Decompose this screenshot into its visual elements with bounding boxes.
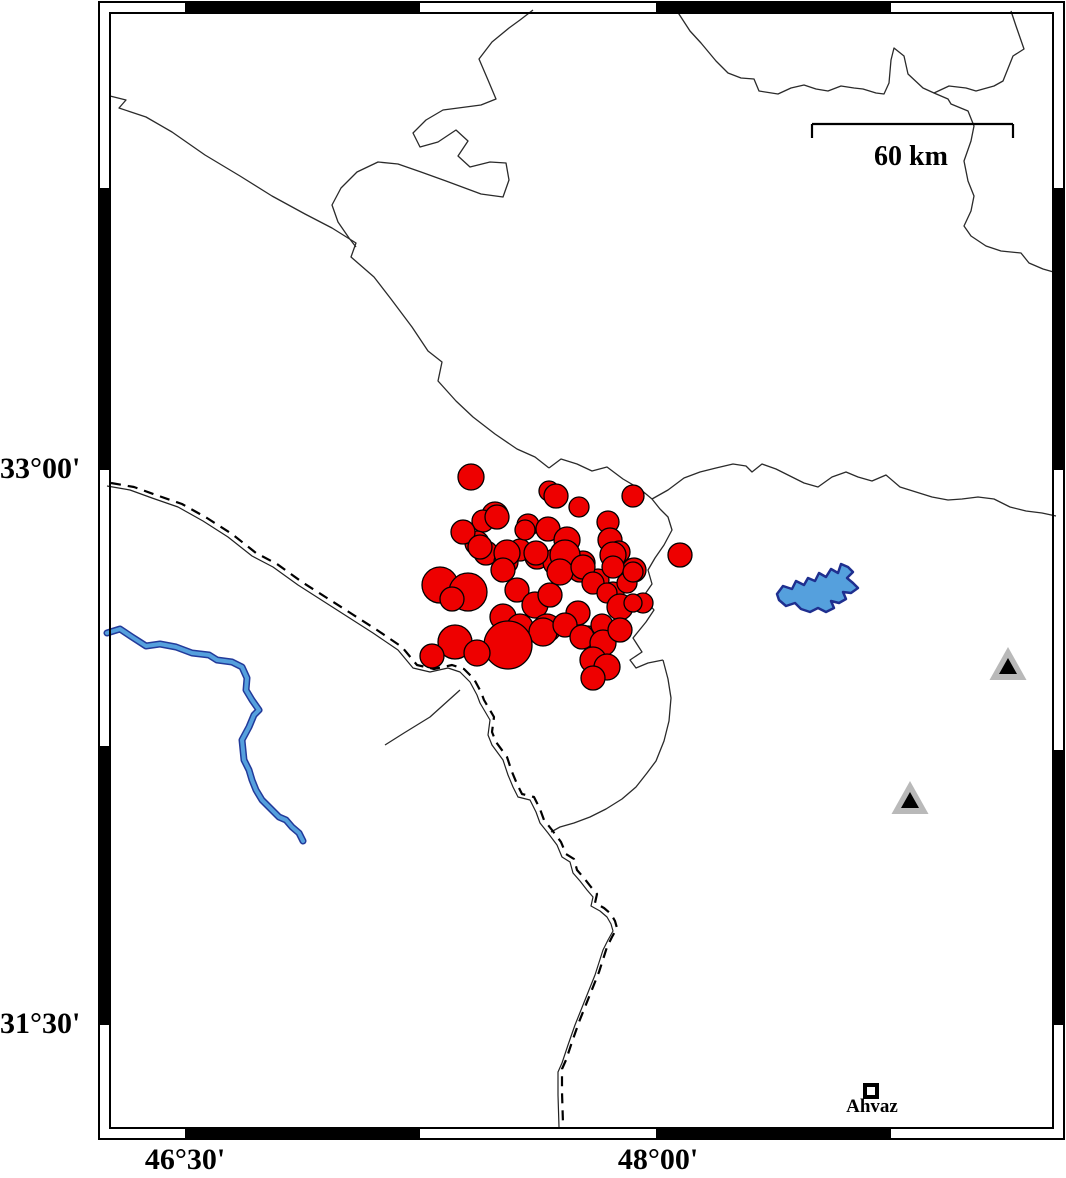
lat-label-33: 33°00' xyxy=(0,452,81,485)
hydrology xyxy=(103,562,860,845)
lon-label-46-30: 46°30' xyxy=(144,1143,226,1176)
city-marker xyxy=(863,1083,879,1099)
earthquake-marker xyxy=(419,643,445,669)
boundary-nw xyxy=(109,95,550,469)
earthquake-marker xyxy=(622,561,644,583)
border-dashed-line xyxy=(110,481,619,1125)
boundary-top-center xyxy=(331,9,534,248)
boundary-lines xyxy=(109,9,1058,833)
earthquake-markers xyxy=(419,463,693,691)
station-triangle-inner xyxy=(999,658,1017,674)
earthquake-marker xyxy=(568,496,590,518)
earthquake-marker xyxy=(667,542,693,568)
map-frame xyxy=(98,1,1065,1140)
scale-bar-label: 60 km xyxy=(874,141,948,172)
earthquake-marker xyxy=(467,534,493,560)
earthquake-marker xyxy=(580,665,606,691)
border-solid-line xyxy=(106,485,614,1128)
boundary-east xyxy=(651,463,1057,517)
boundary-ne-join xyxy=(550,659,672,833)
frame-black-segments xyxy=(99,2,1064,1139)
earthquake-marker xyxy=(621,484,645,508)
earthquake-marker xyxy=(537,582,563,608)
boundary-sw-spur xyxy=(384,689,461,746)
frame-outer-rect xyxy=(98,1,1065,1140)
earthquake-marker xyxy=(490,557,516,583)
lat-label-31-30: 31°30' xyxy=(0,1007,81,1040)
earthquake-marker xyxy=(546,558,574,586)
earthquake-marker xyxy=(504,577,530,603)
lake xyxy=(775,562,860,614)
international-border xyxy=(106,481,619,1128)
earthquake-marker xyxy=(623,593,643,613)
boundary-central xyxy=(548,458,673,669)
earthquake-marker xyxy=(439,586,465,612)
earthquake-marker xyxy=(601,555,625,579)
boundary-top-right xyxy=(676,10,1025,95)
earthquake-marker xyxy=(514,519,536,541)
earthquake-marker xyxy=(463,639,491,667)
city-label: Ahvaz xyxy=(846,1096,898,1117)
station-markers xyxy=(891,647,1027,814)
river xyxy=(105,627,305,843)
boundary-right-descending xyxy=(933,92,1058,274)
frame-inner-rect xyxy=(109,12,1054,1129)
earthquake-marker xyxy=(450,519,476,545)
earthquake-marker xyxy=(484,504,510,530)
earthquake-marker xyxy=(457,463,485,491)
earthquake-marker xyxy=(543,483,569,509)
earthquake-marker xyxy=(483,620,533,670)
lon-label-48-00: 48°00' xyxy=(617,1143,699,1176)
scale-bar xyxy=(810,122,1015,138)
earthquake-marker xyxy=(607,617,633,643)
earthquake-marker xyxy=(523,540,549,566)
station-triangle-inner xyxy=(901,792,919,808)
